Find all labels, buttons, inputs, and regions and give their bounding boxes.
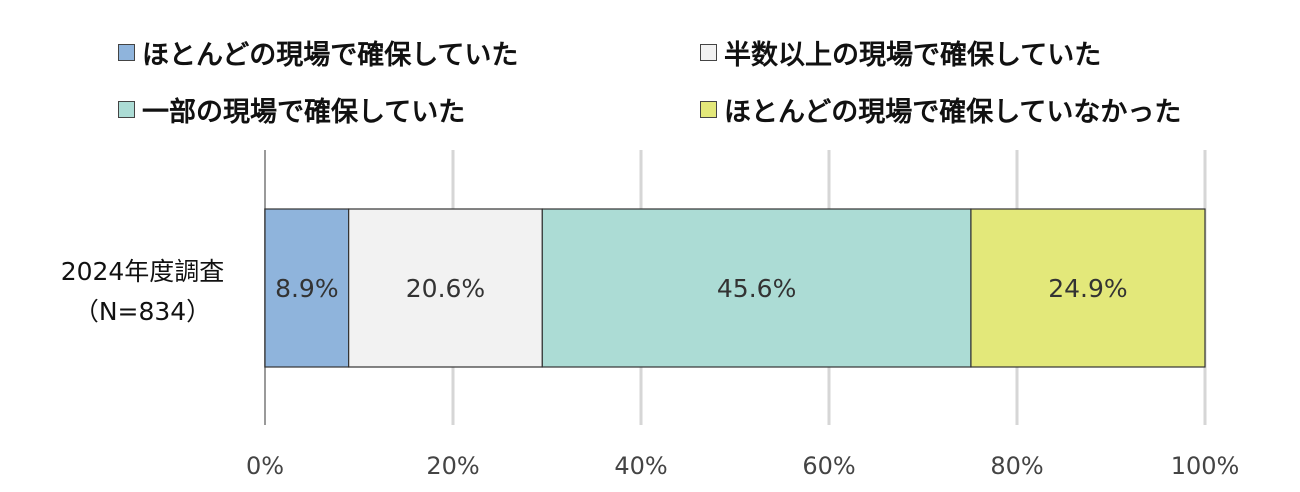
x-tick-label: 20%	[426, 452, 479, 480]
category-sample-size: （N=834）	[73, 297, 212, 326]
category-name: 2024年度調査	[60, 257, 225, 286]
legend-swatch	[700, 44, 717, 61]
data-label: 24.9%	[1048, 274, 1127, 303]
x-tick-label: 0%	[246, 452, 284, 480]
legend-label: 一部の現場で確保していた	[142, 97, 466, 128]
legend-label: 半数以上の現場で確保していた	[724, 40, 1102, 71]
bar-segment	[348, 208, 543, 368]
bar-segment	[541, 208, 972, 368]
legend: ほとんどの現場で確保していた 半数以上の現場で確保していた 一部の現場で確保して…	[0, 0, 1300, 140]
x-tick-label: 40%	[614, 452, 667, 480]
legend-swatch	[118, 101, 135, 118]
data-label: 20.6%	[406, 274, 485, 303]
x-tick-label: 100%	[1171, 452, 1240, 480]
legend-item-partially-secured: 一部の現場で確保していた	[118, 90, 465, 129]
legend-label: ほとんどの現場で確保していた	[142, 40, 519, 71]
bar-segment	[264, 208, 350, 368]
bar-segment	[970, 208, 1206, 368]
legend-item-mostly-secured: ほとんどの現場で確保していた	[118, 33, 518, 72]
x-tick-label: 80%	[990, 452, 1043, 480]
category-label: 2024年度調査 （N=834）	[30, 252, 255, 328]
x-tick-label: 60%	[802, 452, 855, 480]
legend-item-majority-secured: 半数以上の現場で確保していた	[700, 33, 1101, 72]
legend-item-mostly-not-secured: ほとんどの現場で確保していなかった	[700, 90, 1181, 129]
data-label: 8.9%	[275, 274, 339, 303]
legend-label: ほとんどの現場で確保していなかった	[724, 97, 1182, 128]
legend-swatch	[700, 101, 717, 118]
data-label: 45.6%	[717, 274, 796, 303]
legend-swatch	[118, 44, 135, 61]
